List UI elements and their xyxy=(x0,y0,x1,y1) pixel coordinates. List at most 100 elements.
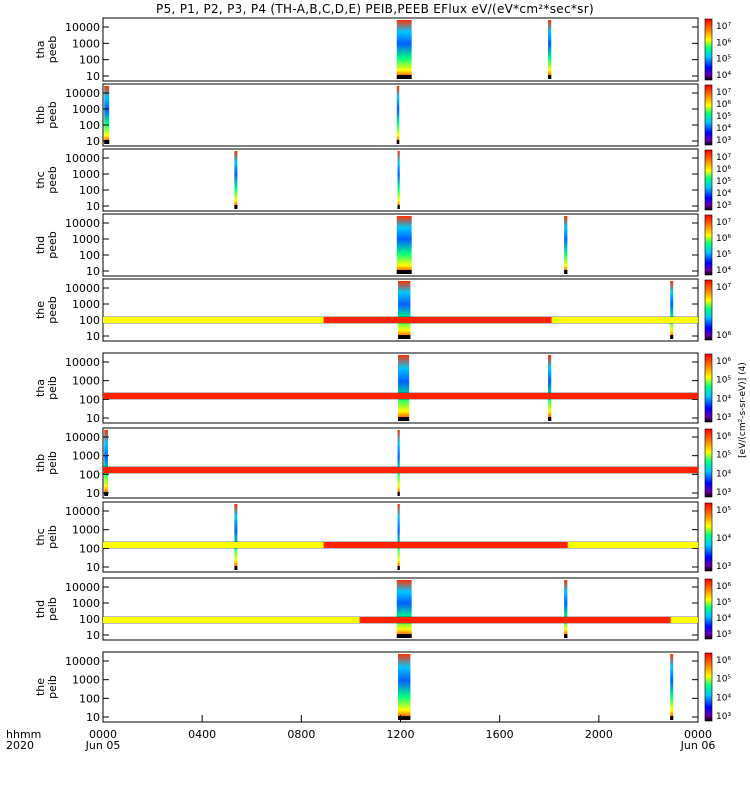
mode-bar xyxy=(102,316,699,324)
flux-event-base xyxy=(234,566,238,570)
flux-event-0 xyxy=(396,20,412,79)
date-label-end: Jun 06 xyxy=(680,739,716,752)
mode-segment-yellow xyxy=(103,617,360,623)
y-tick-label: 10 xyxy=(86,135,100,148)
flux-event-base xyxy=(396,270,412,274)
y-tick-label: 100 xyxy=(79,314,100,327)
flux-event-1 xyxy=(397,504,400,570)
x-tick-label: 1200 xyxy=(387,728,415,741)
colorbar-tick-label: 10⁷ xyxy=(716,88,731,98)
colorbar-tick-label: 10⁴ xyxy=(716,266,731,276)
panel-thb-peeb: 10000 1000 100 10 thb peeb 10⁷ 10⁶ 10⁵ 10⁴ 10³ xyxy=(34,83,731,148)
panel-ylabel: thc xyxy=(34,171,47,188)
colorbar-tick-label: 10⁴ xyxy=(716,124,731,134)
flux-event-1 xyxy=(564,580,568,638)
panel-frame xyxy=(102,501,699,573)
panel-ylabel: peeb xyxy=(46,296,59,324)
y-tick-label: 1000 xyxy=(72,103,100,116)
y-tick-label: 100 xyxy=(79,613,100,626)
y-tick-label: 10 xyxy=(86,200,100,213)
flux-event-1 xyxy=(670,654,674,720)
y-tick-label: 10000 xyxy=(65,356,100,369)
y-tick-label: 100 xyxy=(79,54,100,67)
colorbar xyxy=(704,428,713,498)
colorbar xyxy=(704,84,713,146)
flux-event-1 xyxy=(670,281,674,339)
y-tick-label: 10 xyxy=(86,487,100,500)
panel-ylabel: thd xyxy=(34,600,47,618)
y-tick-label: 100 xyxy=(79,249,100,262)
panel-frame xyxy=(102,148,699,212)
colorbar xyxy=(704,652,713,722)
colorbar-tick-label: 10⁴ xyxy=(716,469,731,479)
panel-thd-peeb: 10000 1000 100 10 thd peeb 10⁷ 10⁶ 10⁵ 10⁴ xyxy=(34,213,731,278)
flux-event-base xyxy=(397,492,400,496)
flux-event-0 xyxy=(398,654,411,720)
panel-ylabel: peib xyxy=(46,376,59,400)
panel-ylabel: the xyxy=(34,678,47,696)
colorbar-tick-label: 10⁴ xyxy=(716,534,731,544)
year-label: 2020 xyxy=(6,739,34,752)
flux-event-0 xyxy=(234,151,238,209)
colorbar xyxy=(704,149,713,211)
plot-title: P5, P1, P2, P3, P4 (TH-A,B,C,D,E) PEIB,P… xyxy=(156,2,594,16)
y-tick-label: 1000 xyxy=(72,524,100,537)
colorbar-tick-label: 10⁵ xyxy=(716,598,731,608)
flux-event-base xyxy=(548,417,552,421)
mode-segment-red xyxy=(359,617,671,623)
flux-event-0 xyxy=(398,281,411,339)
flux-event-0 xyxy=(398,355,410,421)
mode-segment-red xyxy=(323,317,552,323)
flux-event-base xyxy=(398,417,410,421)
mode-bar xyxy=(102,392,699,400)
panel-ylabel: tha xyxy=(34,379,47,397)
x-unit-label: hhmm xyxy=(6,728,41,741)
colorbar xyxy=(704,353,713,423)
colorbar-tick-label: 10⁶ xyxy=(716,357,731,367)
flux-event-base xyxy=(564,634,568,638)
mode-bar xyxy=(102,541,699,549)
colorbar-tick-label: 10⁶ xyxy=(716,432,731,442)
y-tick-label: 100 xyxy=(79,468,100,481)
x-tick-label: 0800 xyxy=(287,728,315,741)
y-tick-label: 100 xyxy=(79,393,100,406)
flux-event-base xyxy=(234,205,238,209)
colorbar-tick-label: 10³ xyxy=(716,413,731,423)
colorbar-tick-label: 10⁶ xyxy=(716,656,731,666)
y-tick-label: 100 xyxy=(79,542,100,555)
panel-ylabel: thc xyxy=(34,528,47,545)
flux-event-base xyxy=(670,335,674,339)
flux-event-0 xyxy=(104,430,108,496)
flux-event-base xyxy=(104,140,110,144)
y-tick-label: 10 xyxy=(86,330,100,343)
colorbar-tick-label: 10⁵ xyxy=(716,376,731,386)
panel-thb-peib: 10000 1000 100 10 thb peib 10⁶ 10⁵ 10⁴ 10³ xyxy=(34,427,731,500)
flux-event-base xyxy=(397,205,400,209)
flux-event-base xyxy=(564,270,568,274)
panel-ylabel: peib xyxy=(46,451,59,475)
colorbar-tick-label: 10⁷ xyxy=(716,218,731,228)
colorbar-tick-label: 10⁴ xyxy=(716,614,731,624)
flux-event-0 xyxy=(396,216,412,274)
flux-event-1 xyxy=(397,151,400,209)
colorbar-tick-label: 10⁴ xyxy=(716,394,731,404)
y-tick-label: 1000 xyxy=(72,674,100,687)
panel-tha-peeb: 10000 1000 100 10 tha peeb 10⁷ 10⁶ 10⁵ 10⁴ xyxy=(34,17,731,83)
panel-ylabel: thb xyxy=(34,106,47,124)
flux-event-0 xyxy=(396,580,412,638)
colorbar-tick-label: 10⁵ xyxy=(716,177,731,187)
mode-segment-red xyxy=(103,467,698,473)
flux-event-1 xyxy=(564,216,568,274)
colorbar-tick-label: 10³ xyxy=(716,488,731,498)
panel-frame xyxy=(102,83,699,147)
panel-the-peib: 10000 1000 100 10 the peib 10⁶ 10⁵ 10⁴ 10³ xyxy=(34,651,731,724)
colorbar-tick-label: 10⁶ xyxy=(716,582,731,592)
colorbar-tick-label: 10⁷ xyxy=(716,153,731,163)
panel-ylabel: thb xyxy=(34,454,47,472)
mode-segment-yellow xyxy=(670,617,698,623)
y-tick-label: 1000 xyxy=(72,168,100,181)
colorbar-tick-label: 10⁵ xyxy=(716,506,731,516)
panel-frame xyxy=(102,427,699,499)
colorbar-tick-label: 10⁵ xyxy=(716,55,731,65)
y-tick-label: 1000 xyxy=(72,597,100,610)
